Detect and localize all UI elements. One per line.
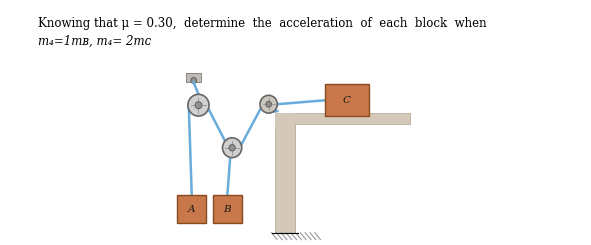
Bar: [275, 113, 410, 124]
Circle shape: [188, 94, 209, 116]
Bar: [186, 73, 202, 83]
Text: B: B: [223, 205, 231, 213]
Text: A: A: [188, 205, 196, 213]
Circle shape: [222, 138, 242, 158]
Circle shape: [191, 77, 197, 84]
Circle shape: [195, 102, 202, 109]
Bar: [275, 113, 294, 129]
Circle shape: [266, 101, 271, 107]
Bar: [326, 85, 369, 116]
Bar: [177, 195, 206, 223]
Bar: [213, 195, 242, 223]
Circle shape: [260, 95, 277, 113]
Text: Knowing that μ = 0.30,  determine  the  acceleration  of  each  block  when: Knowing that μ = 0.30, determine the acc…: [38, 17, 486, 30]
Text: C: C: [343, 96, 351, 105]
Circle shape: [229, 145, 235, 151]
Text: m₄=1mʙ, m₄= 2mᴄ: m₄=1mʙ, m₄= 2mᴄ: [38, 35, 151, 48]
Bar: [275, 124, 294, 233]
